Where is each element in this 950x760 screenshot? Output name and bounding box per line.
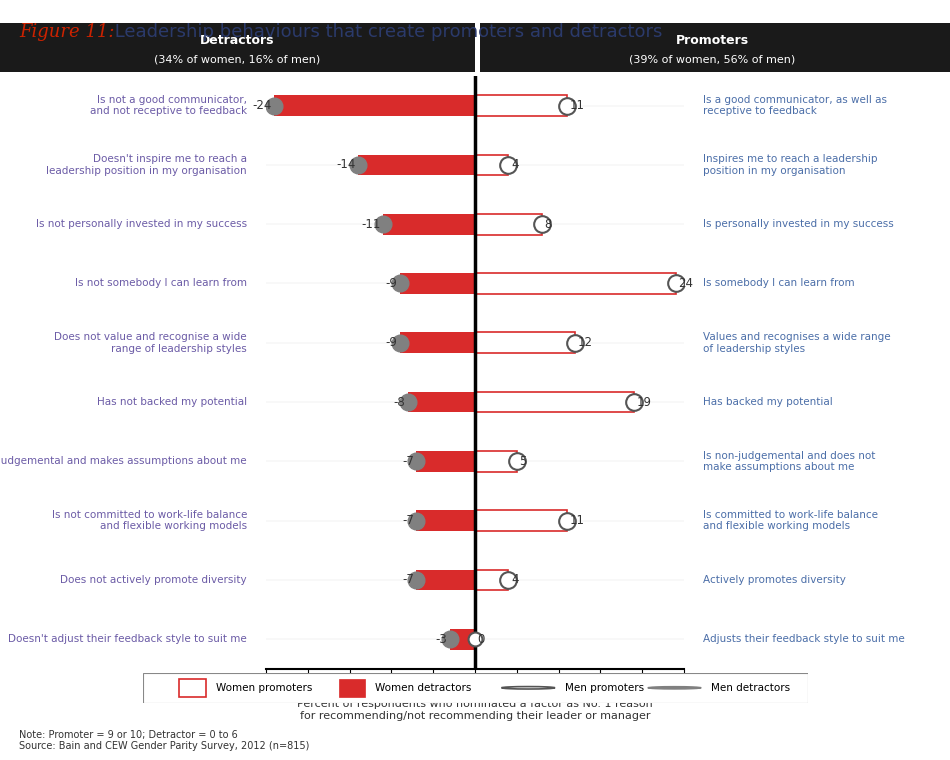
Text: -7: -7 xyxy=(402,573,414,587)
FancyBboxPatch shape xyxy=(0,23,475,72)
Text: (34% of women, 16% of men): (34% of women, 16% of men) xyxy=(154,55,320,65)
Bar xyxy=(400,332,475,353)
Text: Has not backed my potential: Has not backed my potential xyxy=(97,397,247,407)
Text: -14: -14 xyxy=(336,158,355,172)
Text: -7: -7 xyxy=(402,454,414,468)
Circle shape xyxy=(648,686,701,689)
Text: Adjusts their feedback style to suit me: Adjusts their feedback style to suit me xyxy=(703,634,904,644)
Text: Is non-judgemental and does not
make assumptions about me: Is non-judgemental and does not make ass… xyxy=(703,451,875,472)
Text: Is somebody I can learn from: Is somebody I can learn from xyxy=(703,278,855,289)
Text: 24: 24 xyxy=(678,277,694,290)
Text: Figure 11:: Figure 11: xyxy=(19,23,115,41)
Text: -7: -7 xyxy=(402,514,414,527)
Text: Actively promotes diversity: Actively promotes diversity xyxy=(703,575,846,585)
Text: Men detractors: Men detractors xyxy=(711,682,790,693)
Text: Women promoters: Women promoters xyxy=(216,682,312,693)
Text: Doesn't inspire me to reach a
leadership position in my organisation: Doesn't inspire me to reach a leadership… xyxy=(47,154,247,176)
Text: -9: -9 xyxy=(386,336,397,350)
Text: Is not committed to work-life balance
and flexible working models: Is not committed to work-life balance an… xyxy=(51,510,247,531)
Text: Is not somebody I can learn from: Is not somebody I can learn from xyxy=(75,278,247,289)
Bar xyxy=(475,451,517,472)
Bar xyxy=(416,510,475,531)
Bar xyxy=(416,569,475,591)
Bar xyxy=(475,214,542,235)
Bar xyxy=(383,214,475,235)
Bar xyxy=(408,391,475,413)
Text: Is judgemental and makes assumptions about me: Is judgemental and makes assumptions abo… xyxy=(0,456,247,467)
Text: 8: 8 xyxy=(544,217,552,231)
Bar xyxy=(400,273,475,294)
Bar xyxy=(416,451,475,472)
Text: Inspires me to reach a leadership
position in my organisation: Inspires me to reach a leadership positi… xyxy=(703,154,878,176)
Bar xyxy=(475,95,567,116)
Circle shape xyxy=(502,686,555,689)
Text: Promoters: Promoters xyxy=(676,33,749,46)
Text: 19: 19 xyxy=(636,395,652,409)
Text: 5: 5 xyxy=(520,454,526,468)
Text: Is committed to work-life balance
and flexible working models: Is committed to work-life balance and fl… xyxy=(703,510,878,531)
Bar xyxy=(475,510,567,531)
Bar xyxy=(475,391,634,413)
Bar xyxy=(475,273,675,294)
Text: 4: 4 xyxy=(511,158,519,172)
Text: (39% of women, 56% of men): (39% of women, 56% of men) xyxy=(629,55,796,65)
Text: 4: 4 xyxy=(511,573,519,587)
Text: Does not value and recognise a wide
range of leadership styles: Does not value and recognise a wide rang… xyxy=(54,332,247,353)
Text: Is not a good communicator,
and not receptive to feedback: Is not a good communicator, and not rece… xyxy=(90,95,247,116)
FancyBboxPatch shape xyxy=(179,679,205,697)
Text: 0: 0 xyxy=(478,632,484,646)
Text: Detractors: Detractors xyxy=(200,33,275,46)
Text: -9: -9 xyxy=(386,277,397,290)
X-axis label: Percent of respondents who nominated a factor as No. 1 reason
for recommending/n: Percent of respondents who nominated a f… xyxy=(297,699,653,720)
Text: -11: -11 xyxy=(361,217,381,231)
Text: Values and recognises a wide range
of leadership styles: Values and recognises a wide range of le… xyxy=(703,332,891,353)
FancyBboxPatch shape xyxy=(338,679,365,697)
Text: -8: -8 xyxy=(394,395,406,409)
FancyBboxPatch shape xyxy=(142,673,808,703)
Bar xyxy=(275,95,475,116)
Text: Leadership behaviours that create promoters and detractors: Leadership behaviours that create promot… xyxy=(109,23,663,41)
Text: Does not actively promote diversity: Does not actively promote diversity xyxy=(61,575,247,585)
Text: Is personally invested in my success: Is personally invested in my success xyxy=(703,219,894,230)
Text: -24: -24 xyxy=(253,99,272,112)
Bar xyxy=(450,629,475,650)
Text: -3: -3 xyxy=(436,632,447,646)
Bar xyxy=(358,154,475,176)
FancyBboxPatch shape xyxy=(480,23,950,72)
Text: 12: 12 xyxy=(578,336,593,350)
Bar xyxy=(475,569,508,591)
Bar xyxy=(475,332,576,353)
Text: 11: 11 xyxy=(569,99,584,112)
Text: Doesn't adjust their feedback style to suit me: Doesn't adjust their feedback style to s… xyxy=(9,634,247,644)
Text: Men promoters: Men promoters xyxy=(564,682,644,693)
Text: Has backed my potential: Has backed my potential xyxy=(703,397,833,407)
Text: Note: Promoter = 9 or 10; Detractor = 0 to 6
Source: Bain and CEW Gender Parity : Note: Promoter = 9 or 10; Detractor = 0 … xyxy=(19,730,310,751)
Text: Is a good communicator, as well as
receptive to feedback: Is a good communicator, as well as recep… xyxy=(703,95,887,116)
Text: Is not personally invested in my success: Is not personally invested in my success xyxy=(36,219,247,230)
Bar xyxy=(475,154,508,176)
Text: Women detractors: Women detractors xyxy=(375,682,471,693)
Text: 11: 11 xyxy=(569,514,584,527)
